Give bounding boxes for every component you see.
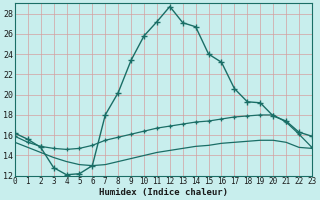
X-axis label: Humidex (Indice chaleur): Humidex (Indice chaleur)	[99, 188, 228, 197]
